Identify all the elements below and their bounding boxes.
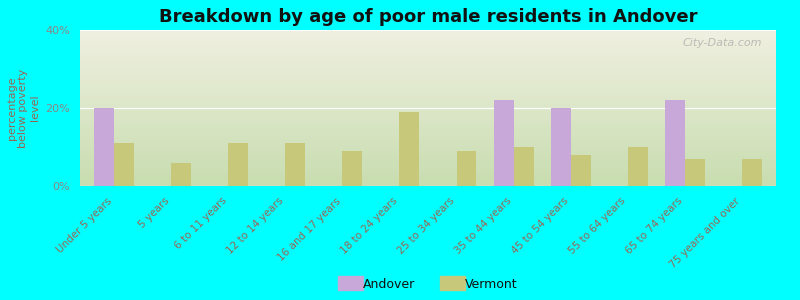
Bar xyxy=(399,112,419,186)
Bar xyxy=(494,100,514,186)
Title: Breakdown by age of poor male residents in Andover: Breakdown by age of poor male residents … xyxy=(158,8,698,26)
Bar xyxy=(228,143,248,186)
Y-axis label: percentage
below poverty
level: percentage below poverty level xyxy=(6,68,40,148)
Bar xyxy=(171,163,191,186)
Legend: Andover, Vermont: Andover, Vermont xyxy=(333,273,523,296)
Bar xyxy=(665,100,685,186)
Bar xyxy=(628,147,648,186)
Bar xyxy=(114,143,134,186)
Bar xyxy=(286,143,306,186)
Bar xyxy=(570,155,590,186)
Bar xyxy=(457,151,477,186)
Bar xyxy=(742,159,762,186)
Bar xyxy=(550,108,570,186)
Text: City-Data.com: City-Data.com xyxy=(682,38,762,48)
Bar xyxy=(342,151,362,186)
Bar xyxy=(94,108,114,186)
Bar xyxy=(685,159,705,186)
Bar xyxy=(514,147,534,186)
